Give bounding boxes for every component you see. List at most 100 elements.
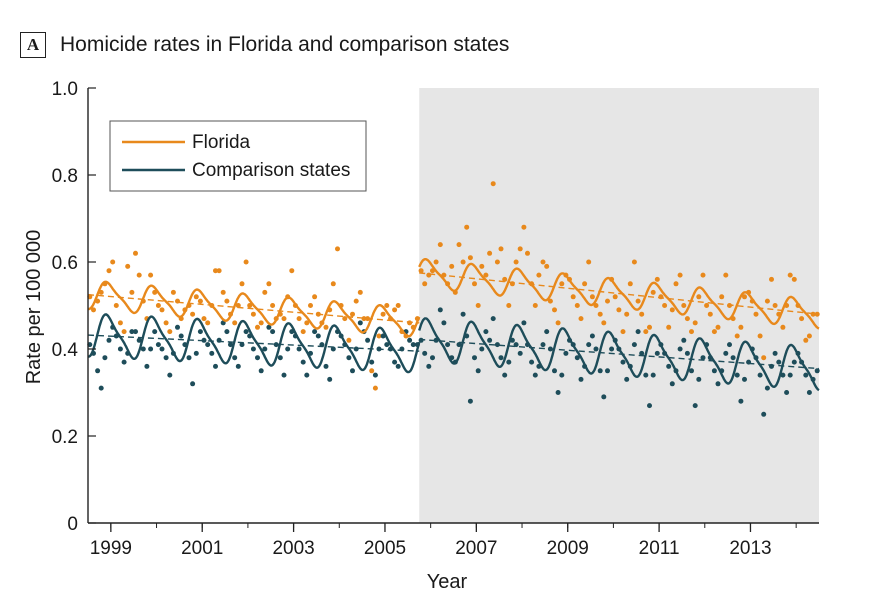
point-florida-8 [117, 320, 123, 326]
point-comparison-states-182 [780, 372, 786, 378]
x-tick-label-1: 2001 [181, 538, 223, 559]
point-florida-138 [612, 294, 618, 300]
point-comparison-states-26 [186, 355, 192, 361]
point-florida-19 [159, 307, 165, 313]
point-comparison-states-97 [456, 342, 462, 348]
point-florida-156 [681, 303, 687, 308]
point-florida-103 [479, 263, 485, 269]
point-florida-81 [395, 303, 401, 308]
point-comparison-states-92 [437, 307, 443, 313]
point-florida-152 [666, 324, 672, 330]
point-florida-13 [136, 272, 142, 278]
point-comparison-states-63 [327, 376, 333, 382]
point-comparison-states-75 [372, 372, 378, 378]
chart-title-row: A Homicide rates in Florida and comparis… [20, 30, 509, 60]
point-florida-38 [232, 320, 238, 326]
point-florida-105 [487, 250, 493, 256]
x-tick-label-5: 2009 [547, 538, 589, 559]
point-florida-158 [689, 329, 694, 335]
point-comparison-states-100 [467, 398, 473, 404]
y-tick-label-5: 1.0 [52, 79, 78, 100]
point-comparison-states-40 [239, 342, 245, 348]
point-comparison-states-153 [669, 381, 675, 387]
point-comparison-states-80 [392, 359, 398, 365]
point-comparison-states-62 [323, 363, 329, 369]
point-comparison-states-177 [761, 411, 767, 417]
point-comparison-states-168 [727, 342, 732, 348]
point-florida-134 [597, 311, 603, 317]
point-florida-65 [335, 246, 340, 252]
x-tick-label-0: 1999 [90, 538, 132, 559]
point-comparison-states-146 [643, 372, 649, 378]
y-tick-label-4: 0.8 [52, 166, 78, 187]
point-florida-148 [650, 289, 656, 295]
point-florida-74 [369, 368, 375, 374]
axes-layer: 0 0.2 0.4 0.6 0.8 1.0 1999 2001 2003 2005 2007 2009… [52, 79, 819, 559]
post-period-shading-layer [419, 88, 819, 523]
point-comparison-states-116 [529, 359, 535, 365]
point-comparison-states-20 [163, 355, 169, 361]
point-comparison-states-165 [715, 381, 721, 387]
point-florida-31 [205, 320, 211, 326]
model-curve-florida-post [418, 258, 820, 330]
point-comparison-states-107 [494, 342, 500, 348]
point-comparison-states-74 [369, 359, 375, 365]
point-florida-53 [289, 268, 295, 274]
point-florida-106 [490, 181, 496, 187]
point-florida-77 [380, 311, 386, 317]
point-florida-80 [392, 307, 398, 313]
point-comparison-states-8 [117, 346, 123, 352]
point-florida-55 [296, 316, 302, 322]
point-comparison-states-123 [555, 390, 561, 395]
point-florida-135 [601, 320, 607, 326]
point-comparison-states-4 [102, 355, 108, 361]
point-comparison-states-158 [689, 368, 694, 374]
point-florida-22 [170, 289, 176, 295]
point-florida-178 [764, 298, 770, 304]
point-florida-128 [574, 303, 580, 308]
point-florida-114 [521, 224, 527, 230]
point-comparison-states-64 [330, 346, 336, 352]
point-florida-130 [582, 281, 588, 287]
point-comparison-states-41 [243, 329, 249, 335]
point-florida-42 [247, 303, 253, 308]
point-florida-127 [570, 294, 576, 300]
point-comparison-states-89 [426, 363, 432, 369]
point-florida-9 [121, 329, 127, 335]
point-comparison-states-172 [742, 376, 747, 382]
model-curve-florida-pre [88, 280, 421, 338]
point-florida-145 [639, 311, 645, 317]
point-comparison-states-143 [631, 342, 637, 348]
point-florida-100 [467, 255, 473, 261]
point-comparison-states-113 [517, 350, 523, 356]
point-comparison-states-17 [152, 329, 158, 335]
point-comparison-states-189 [806, 390, 812, 395]
point-florida-18 [155, 303, 161, 308]
point-comparison-states-164 [711, 368, 717, 374]
point-comparison-states-27 [190, 381, 196, 387]
legend-label-comparison-states: Comparison states [192, 160, 350, 181]
point-florida-87 [418, 268, 424, 274]
point-florida-21 [167, 329, 173, 335]
point-florida-71 [357, 289, 363, 295]
point-comparison-states-135 [601, 394, 607, 400]
point-comparison-states-180 [772, 350, 778, 356]
point-comparison-states-191 [814, 368, 820, 374]
point-comparison-states-155 [677, 346, 683, 352]
point-florida-161 [700, 272, 706, 278]
point-florida-154 [673, 281, 679, 287]
point-florida-163 [707, 311, 713, 317]
point-florida-88 [422, 281, 428, 287]
trend-comparison-states-post [419, 338, 820, 370]
point-comparison-states-5 [106, 337, 112, 343]
point-florida-35 [220, 289, 226, 295]
point-comparison-states-60 [315, 333, 321, 339]
point-comparison-states-140 [620, 359, 626, 365]
point-florida-153 [669, 307, 675, 313]
point-comparison-states-137 [609, 346, 615, 352]
point-comparison-states-30 [201, 337, 207, 343]
point-comparison-states-29 [197, 329, 203, 335]
point-comparison-states-102 [475, 368, 481, 374]
point-florida-184 [787, 272, 793, 278]
